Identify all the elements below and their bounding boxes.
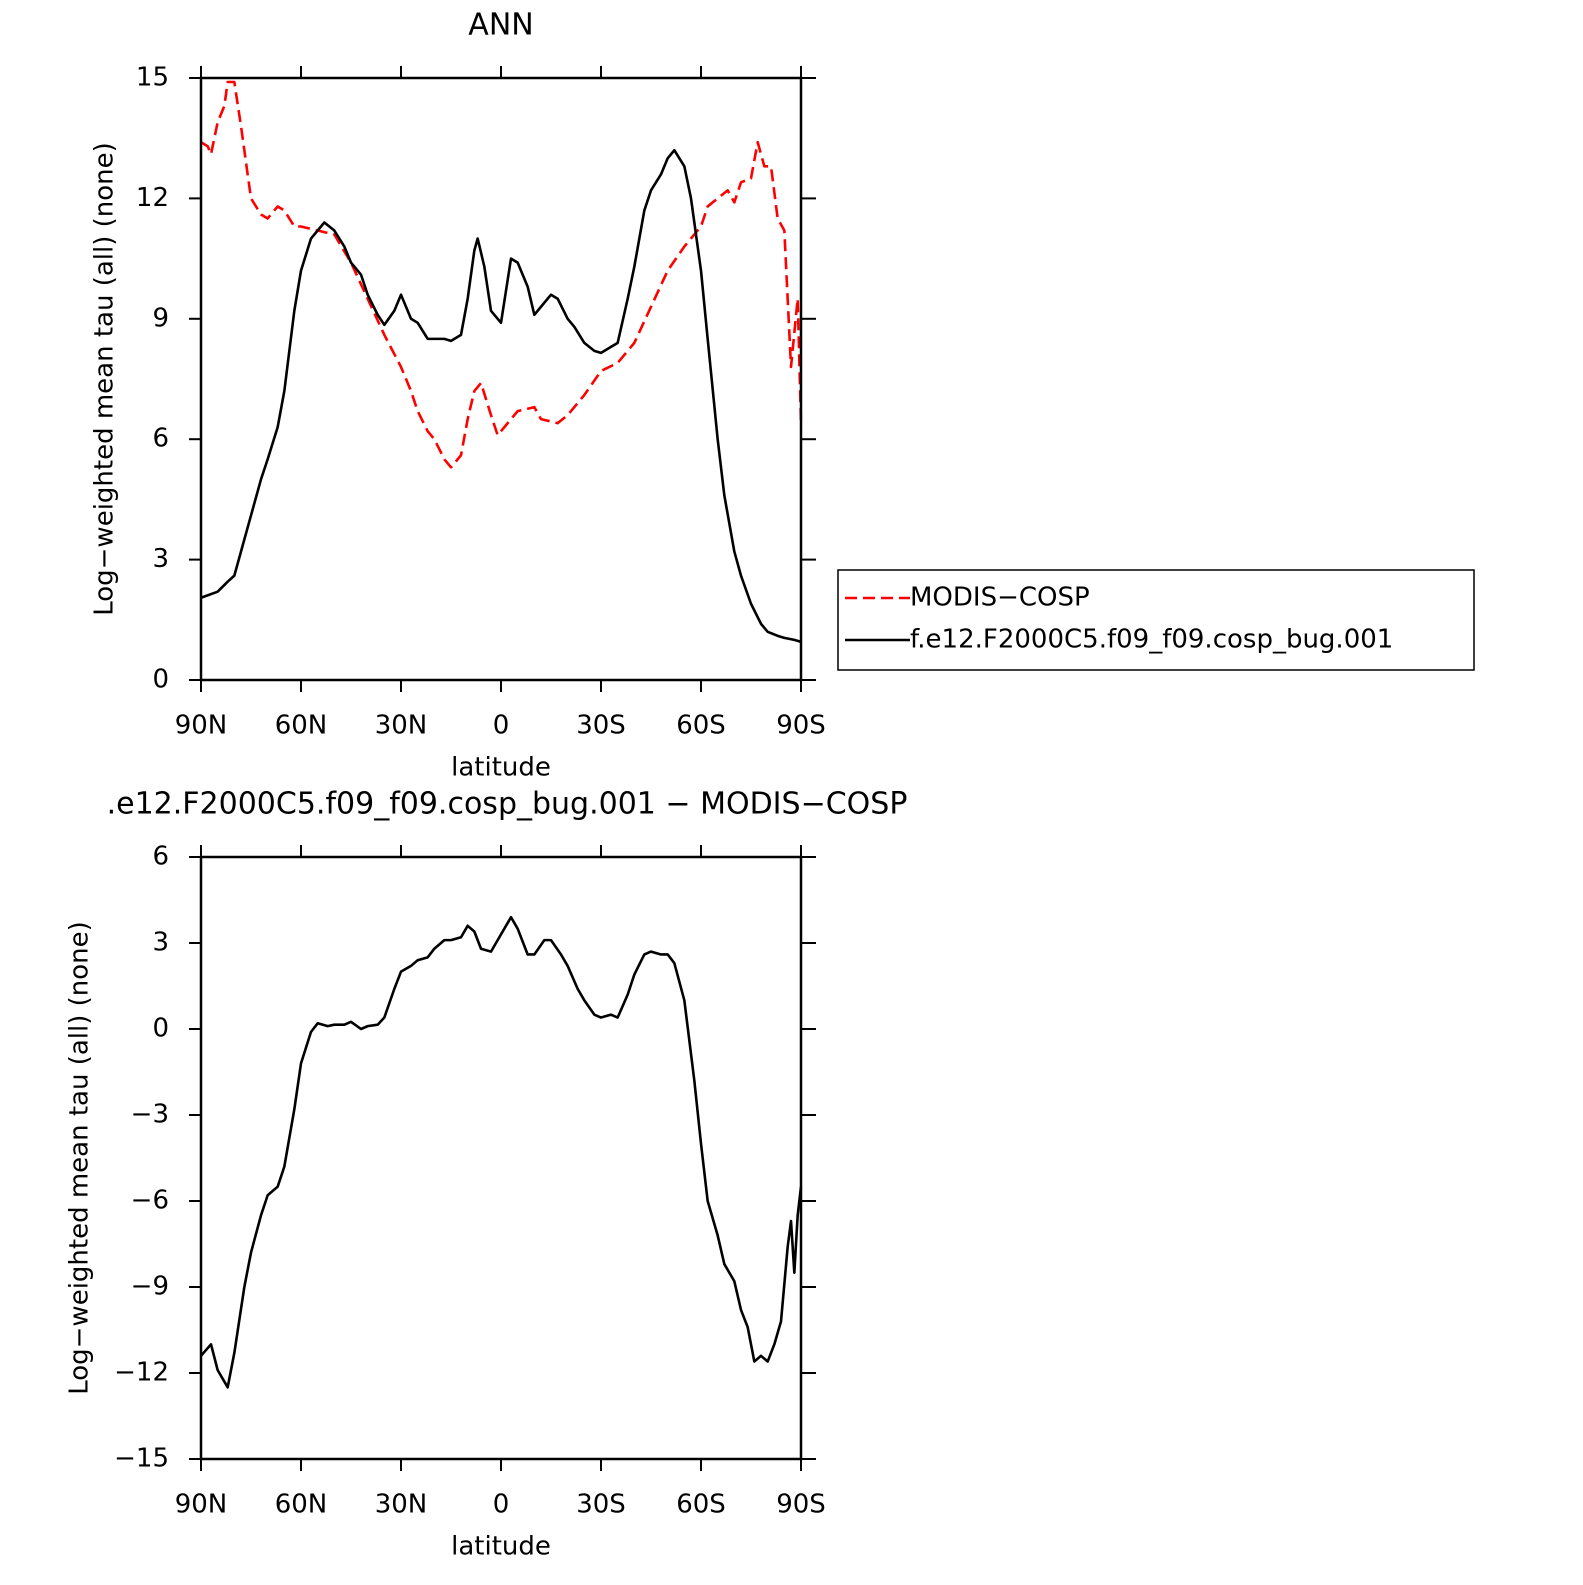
chart-title: .e12.F2000C5.f09_f09.cosp_bug.001 − MODI…	[107, 787, 908, 822]
data-line	[200, 148, 802, 644]
y-tick-label: 9	[152, 303, 169, 333]
x-tick-label: 0	[493, 1490, 510, 1520]
y-tick-label: −12	[114, 1358, 169, 1388]
x-tick-label: 0	[493, 711, 510, 741]
y-tick-label: 3	[152, 544, 169, 574]
x-tick-label: 60N	[275, 711, 328, 741]
x-tick-label: 90S	[776, 1490, 826, 1520]
legend-label: MODIS−COSP	[910, 583, 1090, 613]
legend-label: f.e12.F2000C5.f09_f09.cosp_bug.001	[910, 625, 1393, 655]
x-tick-label: 30S	[576, 711, 626, 741]
y-tick-label: −15	[114, 1444, 169, 1474]
x-tick-label: 90N	[175, 1490, 228, 1520]
y-tick-label: −3	[131, 1100, 169, 1130]
y-tick-label: −9	[131, 1272, 169, 1302]
data-line	[200, 915, 803, 1389]
y-tick-label: 6	[152, 842, 169, 872]
x-tick-label: 30N	[375, 711, 428, 741]
y-axis-label: Log−weighted mean tau (all) (none)	[90, 142, 120, 616]
x-tick-label: 90S	[776, 711, 826, 741]
y-tick-label: 0	[152, 1014, 169, 1044]
y-tick-label: 6	[152, 424, 169, 454]
x-axis-label: latitude	[451, 1532, 551, 1562]
x-tick-label: 30N	[375, 1490, 428, 1520]
y-tick-label: −6	[131, 1186, 169, 1216]
plot-frame	[199, 76, 803, 682]
y-tick-label: 3	[152, 928, 169, 958]
plot-frame	[199, 855, 803, 1461]
x-tick-label: 30S	[576, 1490, 626, 1520]
x-tick-label: 90N	[175, 711, 228, 741]
data-line	[200, 80, 803, 469]
x-tick-label: 60N	[275, 1490, 328, 1520]
x-tick-label: 60S	[676, 711, 726, 741]
y-tick-label: 15	[136, 63, 169, 93]
y-tick-label: 0	[152, 665, 169, 695]
y-axis-label: Log−weighted mean tau (all) (none)	[65, 921, 95, 1395]
x-tick-label: 60S	[676, 1490, 726, 1520]
chart-title: ANN	[468, 8, 533, 43]
x-axis-label: latitude	[451, 753, 551, 783]
legend-box	[837, 569, 1475, 671]
y-tick-label: 12	[136, 183, 169, 213]
